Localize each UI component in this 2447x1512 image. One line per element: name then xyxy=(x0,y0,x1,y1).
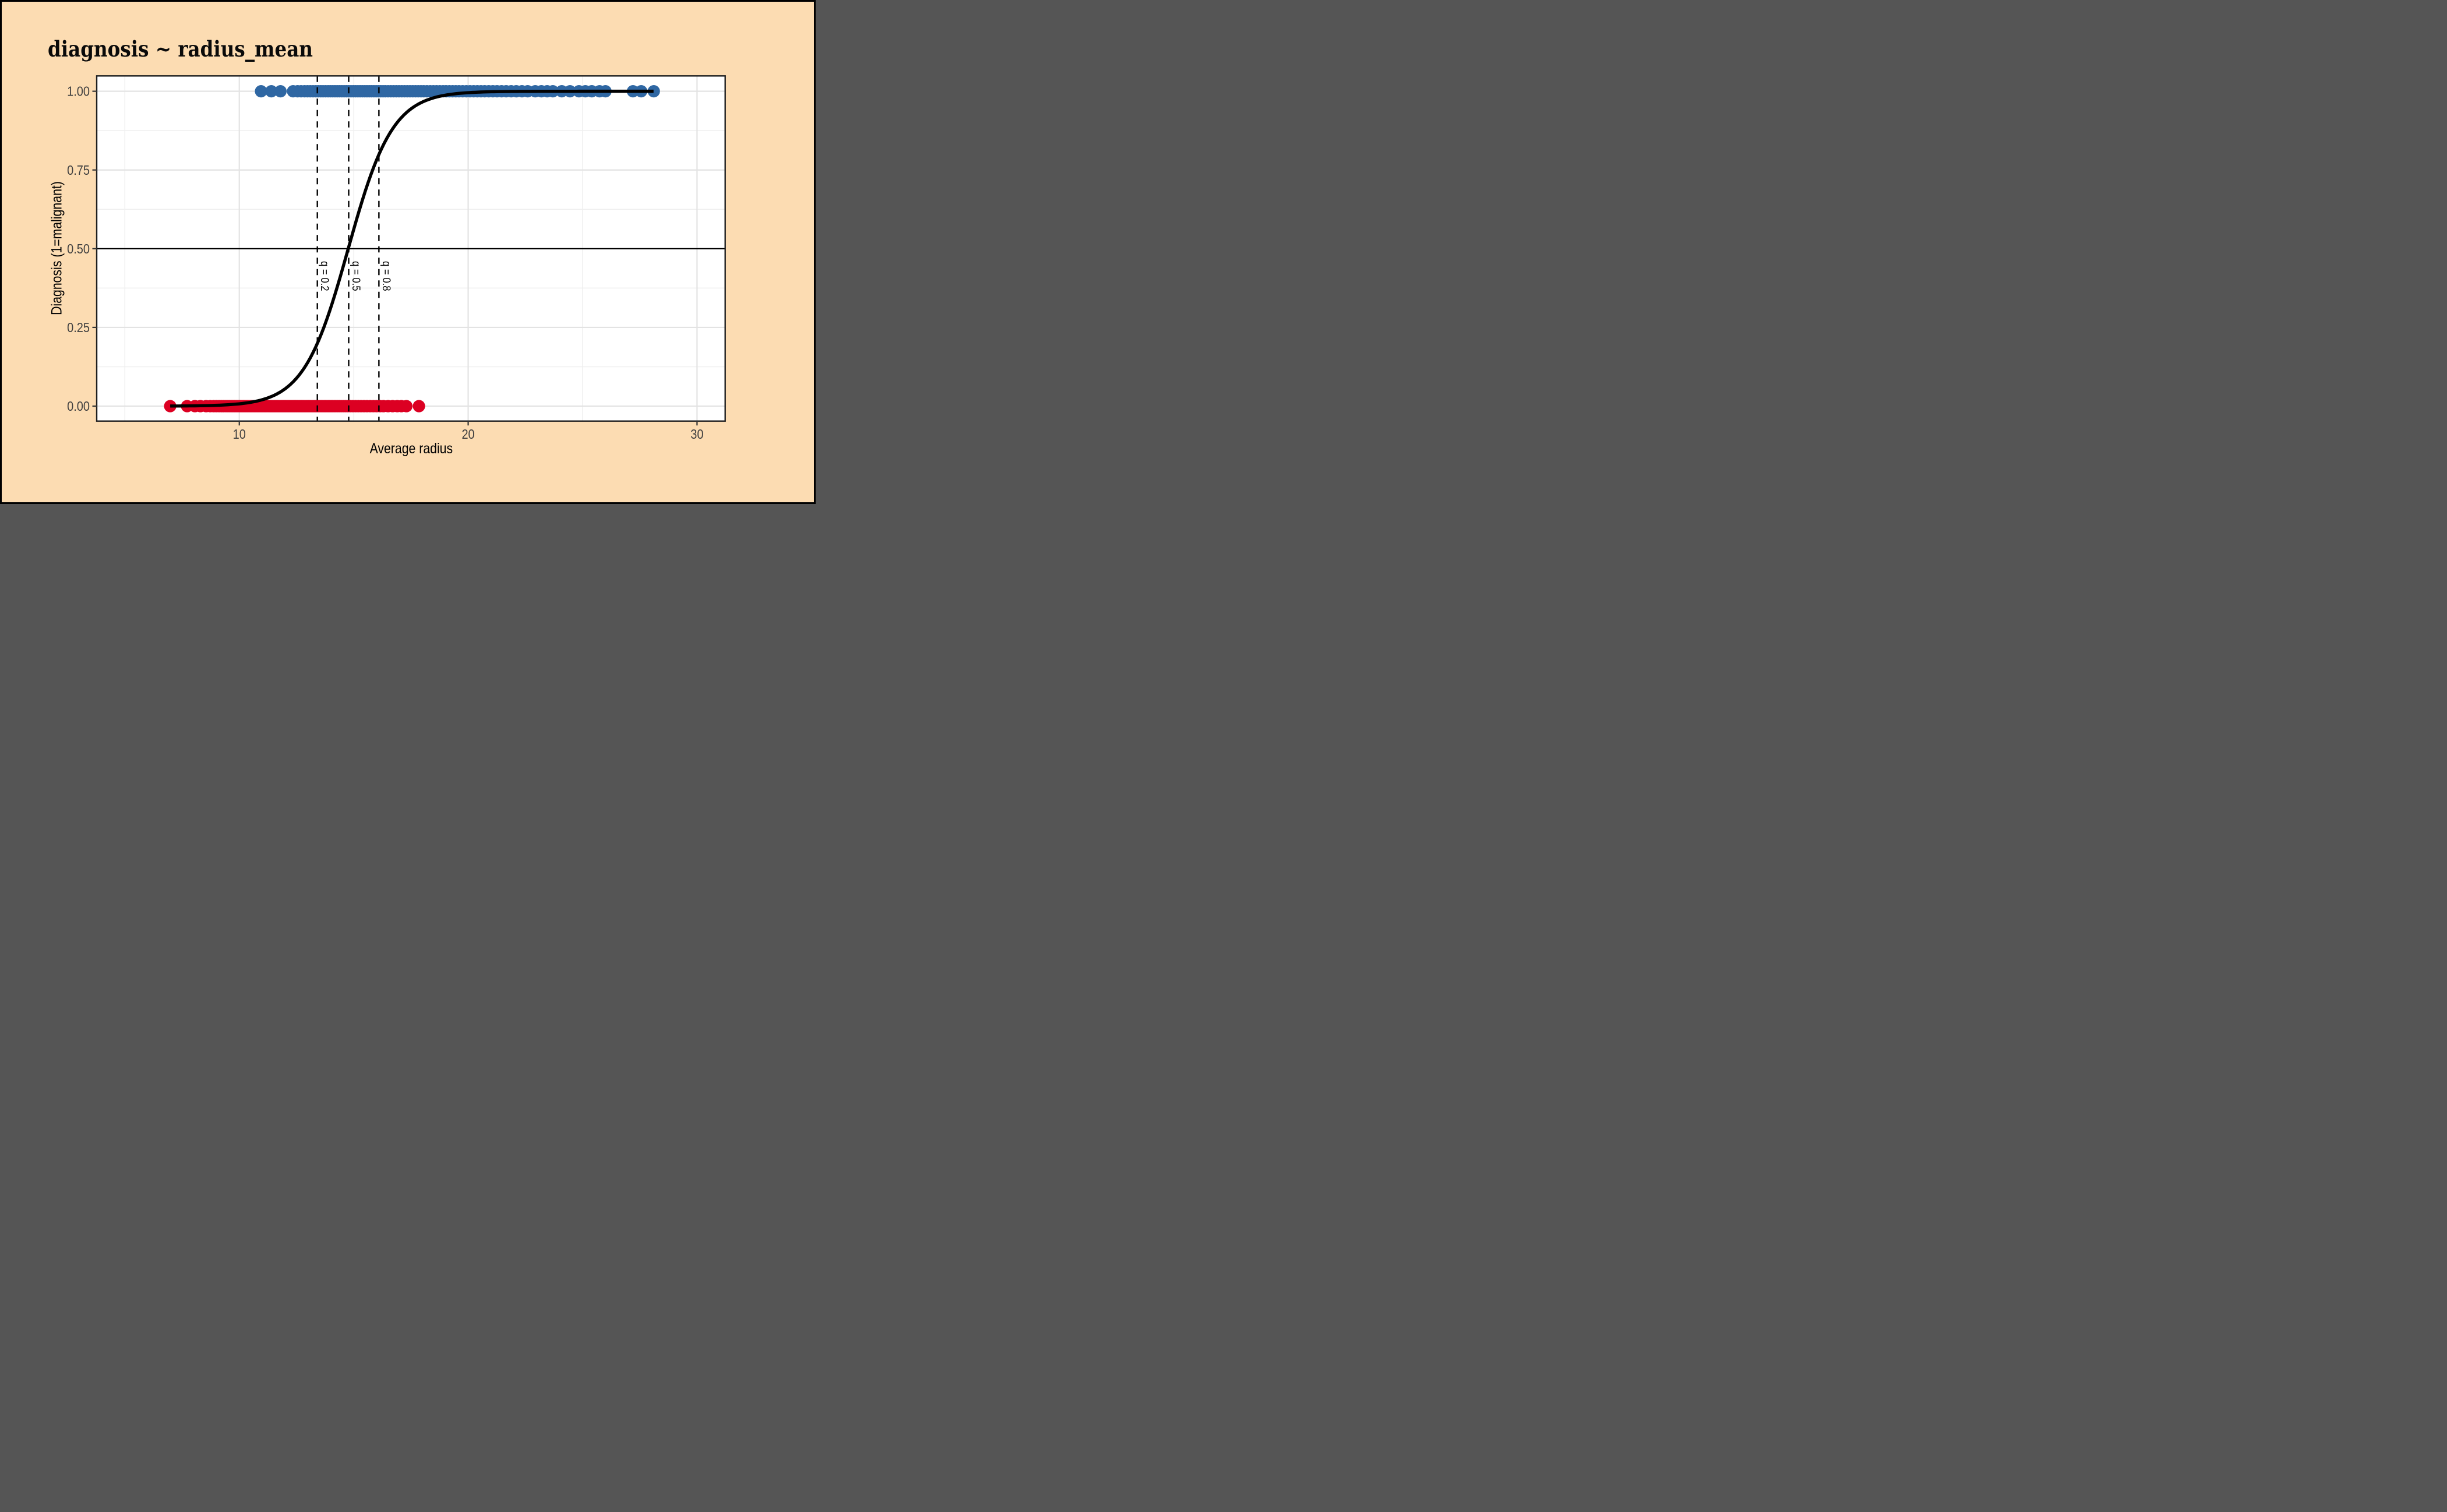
y-tick-label: 0.50 xyxy=(67,241,90,256)
x-axis-title: Average radius xyxy=(97,440,725,457)
y-tick-label: 0.00 xyxy=(67,399,90,414)
y-tick-label: 0.75 xyxy=(67,162,90,178)
y-tick-label: 0.25 xyxy=(67,319,90,335)
plot-panel: q = 0.2 q = 0.5 q = 0.8 0.00 0.25 0.50 0.75 1.0… xyxy=(67,75,726,442)
data-point-malignant xyxy=(265,85,278,98)
x-tick-label: 20 xyxy=(461,426,474,442)
logistic-curve xyxy=(170,89,654,408)
data-point-malignant xyxy=(647,85,660,98)
data-point-malignant xyxy=(274,85,287,98)
y-tick-label: 1.00 xyxy=(67,83,90,99)
y-axis-title: Diagnosis (1=malignant) xyxy=(48,181,65,315)
quantile-label: q = 0.2 xyxy=(319,261,331,291)
quantile-label: q = 0.5 xyxy=(350,261,362,291)
data-point-benign xyxy=(400,400,413,413)
data-point-malignant xyxy=(255,85,267,98)
x-axis-title-text: Average radius xyxy=(369,440,453,457)
quantile-label: q = 0.8 xyxy=(380,261,393,291)
data-point-benign xyxy=(412,400,425,413)
figure-frame: diagnosis ~ radius_mean q = 0.2 q = 0.5 q … xyxy=(0,0,816,504)
data-point-benign xyxy=(164,400,177,413)
x-tick-label: 10 xyxy=(233,426,246,442)
x-tick-label: 30 xyxy=(690,426,703,442)
chart-title: diagnosis ~ radius_mean xyxy=(48,36,313,62)
